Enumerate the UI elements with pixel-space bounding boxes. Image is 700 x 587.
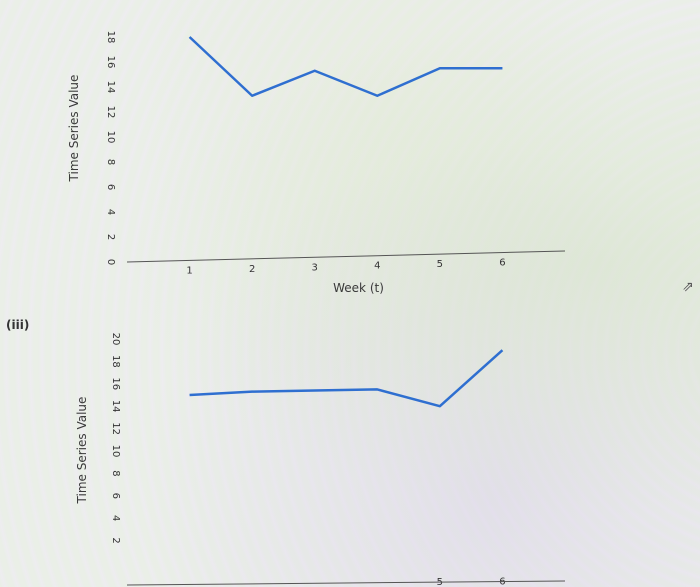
y-tick-label: 18: [105, 31, 116, 44]
x-tick-label: 1: [186, 265, 192, 276]
y-tick-label: 12: [105, 106, 116, 119]
y-tick-label: 2: [110, 537, 121, 543]
series-line: [189, 349, 504, 408]
x-axis-line: [126, 580, 566, 586]
x-axis-title: Week (t): [333, 281, 384, 295]
x-tick-label: 5: [437, 259, 443, 270]
y-tick-label: 16: [110, 377, 121, 390]
x-tick-label: 3: [312, 262, 318, 273]
y-tick-label: 8: [110, 470, 121, 476]
y-tick-label: 6: [105, 184, 116, 190]
y-tick-label: 10: [110, 445, 121, 458]
x-tick-label: 6: [499, 258, 505, 269]
y-tick-label: 4: [105, 209, 116, 215]
y-tick-label: 10: [105, 131, 116, 144]
y-tick-label: 4: [110, 515, 121, 521]
y-tick-label: 14: [110, 400, 121, 413]
y-tick-label: 12: [110, 422, 121, 435]
y-tick-label: 20: [110, 333, 121, 346]
y-tick-label: 18: [110, 355, 121, 368]
y-tick-label: 16: [105, 56, 116, 69]
y-tick-label: 0: [105, 259, 116, 265]
y-tick-label: 6: [110, 493, 121, 499]
y-tick-label: 2: [105, 234, 116, 240]
y-axis-title: Time Series Value: [67, 75, 81, 183]
part-label: (iii): [6, 318, 30, 332]
x-tick-label: 2: [249, 264, 255, 275]
mouse-cursor-icon: ⇗: [682, 279, 694, 295]
x-axis-line: [126, 250, 566, 263]
series-line: [188, 36, 503, 97]
y-tick-label: 8: [105, 159, 116, 165]
y-tick-label: 14: [105, 81, 116, 94]
y-axis-title: Time Series Value: [75, 397, 89, 505]
x-tick-label: 4: [374, 261, 380, 272]
